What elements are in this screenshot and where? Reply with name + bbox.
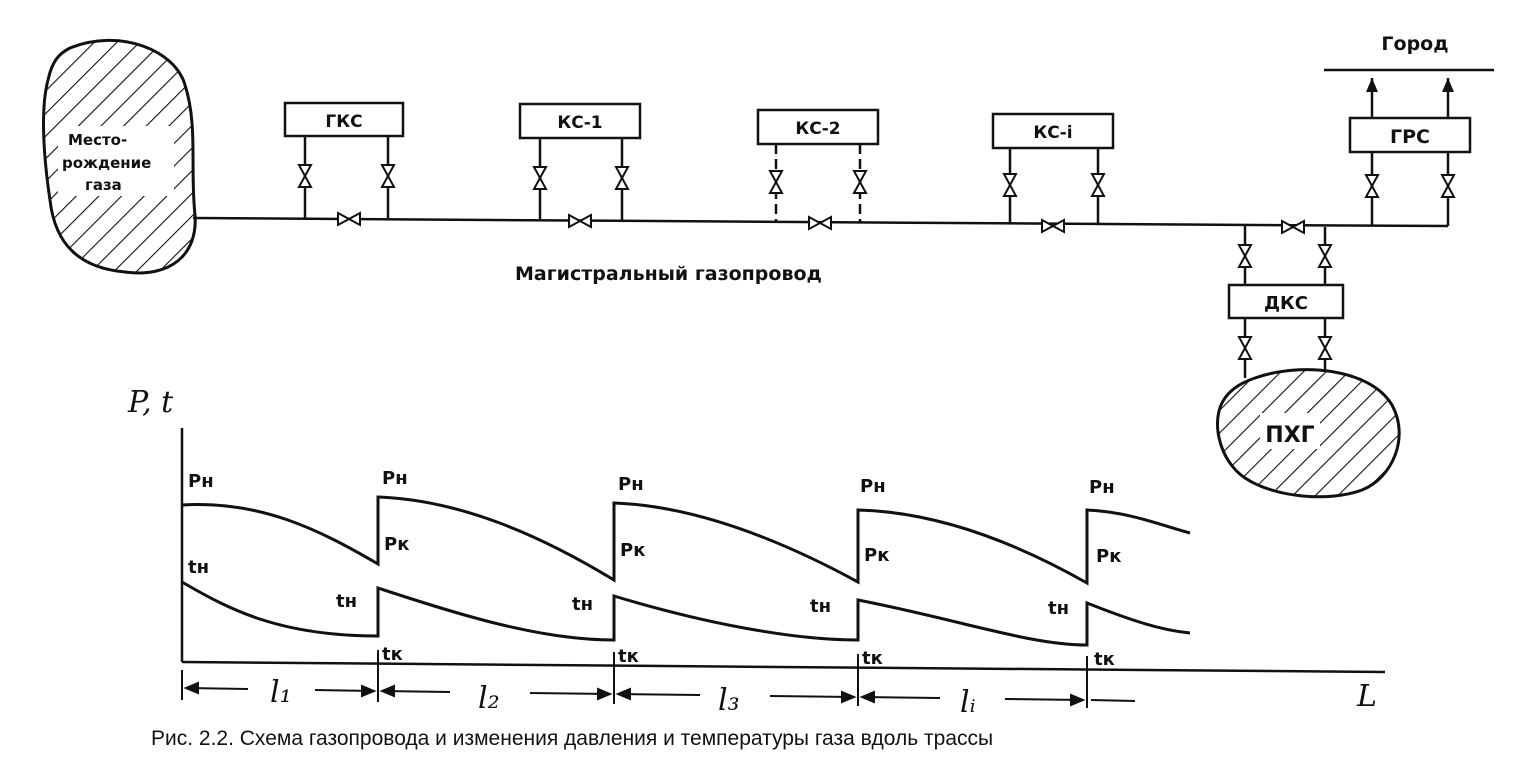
station-gks: ГКС	[283, 101, 405, 218]
t-start-label-1: tн	[188, 557, 209, 578]
dks-label: ДКС	[1264, 293, 1308, 314]
grs-label: ГРС	[1390, 126, 1430, 148]
segment-label-3: l₃	[718, 683, 740, 718]
main-line-valves	[337, 212, 1305, 234]
station-ks-1-label: КС-1	[557, 113, 602, 133]
station-ks-2: КС-2	[756, 108, 880, 222]
y-axis-label: P, t	[127, 385, 174, 420]
p-end-label-4: Pк	[1096, 546, 1121, 567]
t-start-label-3: tн	[572, 594, 593, 615]
city-label: Город	[1381, 33, 1448, 55]
gas-field-label-2: рождение	[62, 154, 151, 172]
station-ks-i: КС-i	[991, 112, 1115, 224]
p-start-label-5: Pн	[1089, 477, 1115, 498]
segment-label-1: l₁	[270, 675, 292, 710]
gas-field-label-1: Место-	[68, 131, 127, 149]
x-axis-label: L	[1356, 679, 1377, 714]
underground-gas-storage: ПХГ	[1216, 368, 1401, 499]
p-end-label-3: Pк	[864, 545, 889, 566]
pt-graph: P, t L Pн Pн Pн Pн Pн Pк Pк Pк Pк tн tн …	[127, 385, 1386, 720]
t-start-label-4: tн	[810, 596, 831, 617]
t-end-label-1: tк	[382, 644, 403, 665]
t-start-label-2: tн	[336, 591, 357, 612]
pressure-curve	[181, 495, 1191, 586]
t-start-label-5: tн	[1048, 598, 1069, 619]
figure-caption: Рис. 2.2. Схема газопровода и изменения …	[151, 727, 994, 750]
segment-dimensions	[181, 650, 1136, 708]
p-start-label-4: Pн	[860, 476, 886, 497]
x-axis	[181, 660, 1386, 674]
dks-station: ДКС	[1227, 226, 1345, 378]
t-end-label-4: tк	[1094, 649, 1115, 670]
p-start-label-2: Pн	[382, 468, 408, 489]
storage-label: ПХГ	[1265, 423, 1314, 448]
station-ks-2-label: КС-2	[795, 119, 840, 139]
station-ks-1: КС-1	[518, 102, 642, 220]
temperature-curve	[181, 580, 1191, 647]
p-end-label-2: Pк	[620, 540, 645, 561]
t-end-label-2: tк	[618, 646, 639, 667]
pipeline-label: Магистральный газопровод	[515, 263, 822, 285]
p-start-label-3: Pн	[618, 474, 644, 495]
p-start-label-1: Pн	[188, 471, 214, 492]
gas-field-label-3: газа	[85, 176, 122, 194]
segment-label-i: lᵢ	[960, 685, 976, 720]
gas-field: Место- рождение газа	[42, 39, 197, 275]
station-gks-label: ГКС	[325, 112, 362, 132]
t-end-label-3: tк	[862, 648, 883, 669]
grs-station: ГРС Город	[1324, 33, 1494, 226]
p-end-label-1: Pк	[384, 534, 409, 555]
segment-label-2: l₂	[478, 681, 500, 716]
station-ks-i-label: КС-i	[1033, 123, 1072, 143]
